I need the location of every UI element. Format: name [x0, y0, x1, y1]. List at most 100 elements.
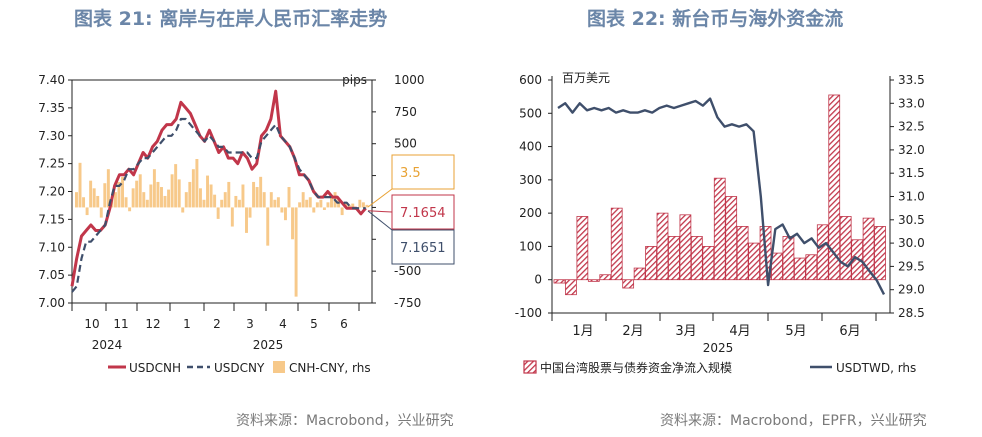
chart1-spread-bar	[99, 207, 103, 218]
chart1-spread-bar	[191, 169, 195, 208]
chart2-flow-bar	[565, 279, 577, 296]
chart1-spread-bar	[227, 181, 231, 208]
chart2-month-label: 5月	[785, 324, 806, 339]
chart2-flow-bar	[656, 212, 669, 281]
chart1-spread-bar	[156, 181, 160, 208]
chart2-flow-bar	[736, 226, 749, 281]
chart2-flow-bar	[771, 252, 783, 281]
chart1-spread-bar	[276, 197, 280, 208]
chart1-callout-value: 3.5	[400, 166, 421, 181]
chart1-spread-bar	[121, 176, 124, 208]
chart1-spread-bar	[266, 207, 270, 246]
chart2-month-label: 6月	[839, 324, 860, 339]
chart1-spread-bar	[149, 184, 153, 208]
chart2-left-tick-label: 200	[519, 206, 542, 220]
chart2-lhs-unit: 百万美元	[562, 71, 610, 85]
chart2-left-tick-label: 100	[519, 239, 542, 253]
chart1-spread-bar	[241, 184, 245, 208]
chart2-flow-bar	[587, 279, 600, 282]
chart1-spread-bar	[216, 207, 220, 219]
chart1-spread-bar	[82, 197, 86, 208]
chart2-flow-bar	[748, 242, 760, 281]
chart2-right-tick-label: 28.5	[898, 306, 925, 320]
chart2-flow-bar	[782, 236, 795, 281]
chart1-spread-bar	[177, 179, 181, 208]
chart1-spread-bar	[294, 207, 298, 297]
chart1-spread-bar	[138, 174, 142, 208]
chart1-spread-bar	[283, 207, 287, 221]
chart2-flow-bar	[713, 177, 726, 281]
chart2-flow-bar	[702, 246, 715, 281]
chart1-spread-bar	[305, 199, 309, 208]
chart1-legend-usdcny: USDCNY	[214, 361, 265, 375]
chart1-month-label: 10	[84, 317, 99, 331]
chart2-right-tick-label: 33.0	[898, 96, 925, 110]
chart1-spread-bar	[315, 202, 319, 208]
chart1-legend-swatch-spread	[273, 361, 285, 373]
chart2-right-tick-label: 29.5	[898, 259, 925, 273]
chart1-spread-bar	[195, 159, 199, 208]
chart1-spread-bar	[301, 192, 305, 208]
chart1-spread-bar	[234, 195, 238, 208]
chart1-spread-bar	[245, 207, 248, 233]
chart1-right-tick-label: 1000	[394, 73, 425, 87]
chart2-left-tick-label: 0	[534, 273, 542, 287]
chart1-spread-bar	[326, 202, 330, 208]
chart2-left-tick-label: 500	[519, 106, 542, 120]
chart2-left-tick-label: -100	[515, 306, 542, 320]
chart1-spread-bar	[163, 195, 167, 208]
chart2-month-label: 1月	[572, 324, 593, 339]
chart1-rhs-unit: pips	[342, 73, 367, 87]
chart1-spread-bar	[322, 207, 326, 210]
chart1-year-label: 2024	[92, 338, 123, 352]
chart1-spread-bar	[170, 174, 174, 208]
chart1-spread-bar	[291, 207, 295, 240]
chart1-callout-leader	[367, 210, 393, 213]
chart2-month-label: 4月	[729, 324, 750, 339]
chart1-spread-bar	[213, 194, 217, 208]
chart1-spread-bar	[319, 199, 323, 208]
chart2-left-tick-label: 400	[519, 140, 542, 154]
chart1-left-tick-label: 7.05	[38, 268, 65, 282]
chart1-left-tick-label: 7.00	[38, 296, 65, 310]
chart2-right-tick-label: 30.0	[898, 236, 925, 250]
chart1-spread-bar	[269, 192, 273, 208]
chart1-spread-bar	[287, 187, 291, 208]
chart2-legend-usdtwd: USDTWD, rhs	[836, 361, 916, 375]
chart1-spread-bar	[223, 192, 227, 208]
chart2-flow-bar	[679, 214, 692, 281]
chart2-right-tick-label: 33.5	[898, 73, 925, 87]
chart2-source: 资料来源：Macrobond，EPFR，兴业研究	[660, 413, 927, 429]
chart1-spread-bar	[248, 207, 252, 218]
chart1-spread-bar	[312, 207, 316, 213]
chart1-spread-bar	[167, 189, 171, 208]
chart1-month-label: 6	[340, 317, 348, 331]
chart1-spread-bar	[75, 192, 78, 208]
chart2-flow-bar	[576, 216, 589, 281]
chart2-flow-bar	[553, 279, 566, 284]
chart2-right-tick-label: 31.5	[898, 166, 925, 180]
chart2-flow-bar	[862, 217, 875, 281]
chart2-flow-bar	[690, 236, 703, 281]
chart1-spread-bar	[152, 169, 156, 208]
chart1-callout-leader	[367, 188, 393, 208]
chart1-callout-leader	[367, 210, 393, 231]
chart1-spread-bar	[78, 162, 82, 208]
chart1-legend-spread: CNH-CNY, rhs	[289, 361, 371, 375]
chart1-left-tick-label: 7.20	[38, 185, 65, 199]
chart2-flow-bar	[645, 246, 657, 281]
chart1-spread-bar	[202, 199, 206, 208]
chart1-spread-bar	[89, 180, 93, 208]
chart2-legend-swatch-flow	[523, 360, 537, 374]
chart1-year-label: 2025	[253, 338, 284, 352]
chart1-left-tick-label: 7.25	[38, 157, 65, 171]
chart1-spread-bar	[96, 195, 100, 208]
chart1-spread-bar	[330, 197, 333, 208]
chart1-spread-bar	[85, 207, 89, 216]
chart2-flow-bar	[805, 254, 818, 281]
chart1-month-label: 3	[246, 317, 254, 331]
chart1-month-label: 12	[145, 317, 160, 331]
chart2-legend-flow: 中国台湾股票与债券资金净流入规模	[540, 360, 732, 375]
chart1-spread-bar	[308, 197, 312, 208]
